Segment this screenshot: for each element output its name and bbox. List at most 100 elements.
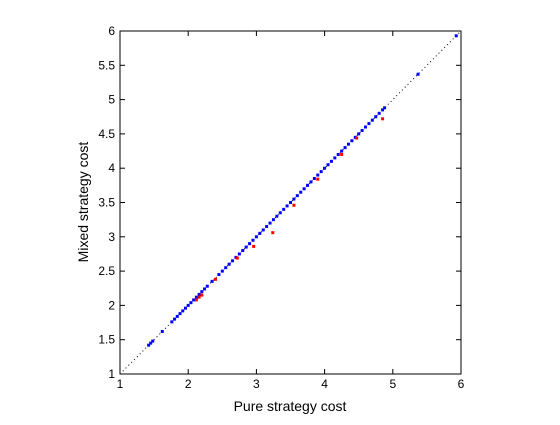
data-point-series-1 bbox=[149, 341, 153, 345]
data-point-series-1 bbox=[364, 125, 368, 129]
data-point-series-1 bbox=[227, 262, 231, 266]
data-point-series-1 bbox=[189, 301, 193, 305]
x-tick-label: 5 bbox=[389, 377, 396, 391]
data-point-series-1 bbox=[175, 314, 179, 318]
data-point-series-1 bbox=[278, 211, 282, 215]
data-point-series-1 bbox=[282, 207, 286, 211]
data-point-series-1 bbox=[197, 292, 201, 296]
data-point-series-1 bbox=[306, 183, 310, 187]
data-point-series-1 bbox=[186, 303, 190, 307]
y-tick-label: 6 bbox=[108, 24, 115, 38]
data-point-series-1 bbox=[326, 163, 330, 167]
data-point-series-1 bbox=[271, 218, 275, 222]
x-tick-label: 6 bbox=[458, 377, 465, 391]
data-point-series-1 bbox=[173, 317, 177, 321]
data-point-series-1 bbox=[151, 339, 155, 343]
data-point-series-1 bbox=[302, 187, 306, 191]
y-tick-label: 5 bbox=[108, 93, 115, 107]
data-point-series-2 bbox=[381, 117, 385, 121]
y-axis-label: Mixed strategy cost bbox=[75, 142, 91, 263]
data-point-series-1 bbox=[192, 298, 196, 302]
data-point-series-1 bbox=[251, 238, 255, 242]
data-point-series-1 bbox=[237, 252, 241, 256]
data-point-series-1 bbox=[316, 173, 320, 177]
data-point-series-1 bbox=[170, 320, 174, 324]
data-point-series-2 bbox=[340, 152, 344, 156]
data-point-series-2 bbox=[292, 203, 296, 207]
data-point-series-1 bbox=[194, 295, 198, 299]
data-point-series-1 bbox=[261, 228, 265, 232]
data-point-series-1 bbox=[357, 132, 361, 136]
x-tick-label: 3 bbox=[253, 377, 260, 391]
data-point-series-1 bbox=[333, 156, 337, 160]
data-point-series-1 bbox=[147, 343, 151, 347]
y-tick-label: 3.5 bbox=[98, 196, 115, 210]
data-point-series-1 bbox=[181, 309, 185, 313]
data-point-series-2 bbox=[200, 293, 204, 297]
data-point-series-1 bbox=[299, 190, 303, 194]
data-point-series-2 bbox=[194, 298, 198, 302]
data-point-series-1 bbox=[374, 115, 378, 119]
y-tick-label: 1 bbox=[108, 367, 115, 381]
data-point-series-1 bbox=[241, 249, 245, 253]
data-point-series-1 bbox=[370, 118, 374, 122]
data-point-series-1 bbox=[323, 166, 327, 170]
data-point-series-1 bbox=[312, 176, 316, 180]
x-tick-label: 4 bbox=[321, 377, 328, 391]
data-point-series-1 bbox=[178, 312, 182, 316]
data-point-series-1 bbox=[244, 245, 248, 249]
y-tick-label: 5.5 bbox=[98, 58, 115, 72]
points-layer bbox=[147, 34, 458, 347]
data-point-series-1 bbox=[346, 142, 350, 146]
data-point-series-1 bbox=[329, 159, 333, 163]
data-point-series-2 bbox=[235, 256, 239, 260]
data-point-series-2 bbox=[355, 136, 359, 140]
data-point-series-1 bbox=[309, 180, 313, 184]
data-point-series-1 bbox=[220, 269, 224, 273]
data-point-series-1 bbox=[183, 306, 187, 310]
data-point-series-1 bbox=[224, 266, 228, 270]
data-point-series-1 bbox=[350, 139, 354, 143]
data-point-series-1 bbox=[381, 108, 385, 112]
data-point-series-1 bbox=[360, 128, 364, 132]
data-point-series-1 bbox=[289, 201, 292, 204]
data-point-series-2 bbox=[316, 177, 320, 181]
data-point-series-1 bbox=[416, 72, 420, 76]
data-point-series-1 bbox=[258, 231, 262, 235]
data-point-series-2 bbox=[271, 231, 275, 235]
data-point-series-2 bbox=[213, 277, 217, 281]
x-tick-label: 1 bbox=[117, 377, 124, 391]
y-tick-label: 3 bbox=[108, 230, 115, 244]
data-point-series-2 bbox=[197, 295, 201, 299]
data-point-series-2 bbox=[252, 244, 256, 248]
x-tick-label: 2 bbox=[185, 377, 192, 391]
data-point-series-1 bbox=[343, 146, 347, 150]
data-point-series-1 bbox=[203, 287, 207, 291]
data-point-series-1 bbox=[265, 225, 269, 229]
data-point-series-1 bbox=[160, 329, 164, 333]
data-point-series-1 bbox=[383, 106, 387, 110]
data-point-series-1 bbox=[248, 242, 252, 246]
x-axis-label: Pure strategy cost bbox=[234, 398, 347, 414]
data-point-series-1 bbox=[231, 259, 235, 263]
data-point-series-1 bbox=[377, 111, 381, 115]
y-tick-label: 2 bbox=[108, 298, 115, 312]
data-point-series-1 bbox=[336, 152, 340, 156]
data-point-series-1 bbox=[254, 235, 258, 239]
data-point-series-1 bbox=[454, 34, 458, 38]
data-point-series-1 bbox=[285, 204, 289, 208]
ticks-layer: 1 2 3 4 5 6 1 1.5 2 2.5 3 3.5 4 4.5 5 5.5 6 bbox=[98, 24, 464, 391]
data-point-series-1 bbox=[268, 221, 272, 225]
data-point-series-1 bbox=[295, 194, 299, 198]
y-tick-label: 4.5 bbox=[98, 127, 115, 141]
data-point-series-1 bbox=[217, 273, 221, 277]
y-tick-label: 2.5 bbox=[98, 264, 115, 278]
data-point-series-1 bbox=[275, 214, 279, 218]
y-tick-label: 1.5 bbox=[98, 333, 115, 347]
data-point-series-1 bbox=[205, 284, 209, 288]
data-point-series-1 bbox=[340, 149, 344, 153]
data-point-series-1 bbox=[200, 290, 204, 294]
data-point-series-1 bbox=[367, 122, 371, 126]
